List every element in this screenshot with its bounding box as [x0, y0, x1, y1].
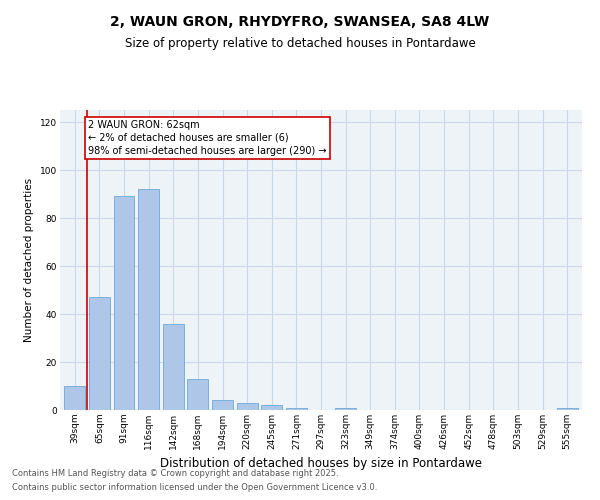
Bar	[163, 324, 184, 410]
Y-axis label: Number of detached properties: Number of detached properties	[25, 178, 34, 342]
Bar	[212, 400, 233, 410]
Bar	[64, 386, 85, 410]
Bar	[187, 379, 208, 410]
Bar	[557, 408, 578, 410]
Bar	[286, 408, 307, 410]
Text: Size of property relative to detached houses in Pontardawe: Size of property relative to detached ho…	[125, 38, 475, 51]
Bar	[236, 403, 257, 410]
Bar	[335, 408, 356, 410]
Text: Contains public sector information licensed under the Open Government Licence v3: Contains public sector information licen…	[12, 484, 377, 492]
X-axis label: Distribution of detached houses by size in Pontardawe: Distribution of detached houses by size …	[160, 458, 482, 470]
Text: Contains HM Land Registry data © Crown copyright and database right 2025.: Contains HM Land Registry data © Crown c…	[12, 468, 338, 477]
Bar	[261, 405, 282, 410]
Text: 2, WAUN GRON, RHYDYFRO, SWANSEA, SA8 4LW: 2, WAUN GRON, RHYDYFRO, SWANSEA, SA8 4LW	[110, 15, 490, 29]
Bar	[113, 196, 134, 410]
Text: 2 WAUN GRON: 62sqm
← 2% of detached houses are smaller (6)
98% of semi-detached : 2 WAUN GRON: 62sqm ← 2% of detached hous…	[88, 120, 327, 156]
Bar	[89, 297, 110, 410]
Bar	[138, 189, 159, 410]
